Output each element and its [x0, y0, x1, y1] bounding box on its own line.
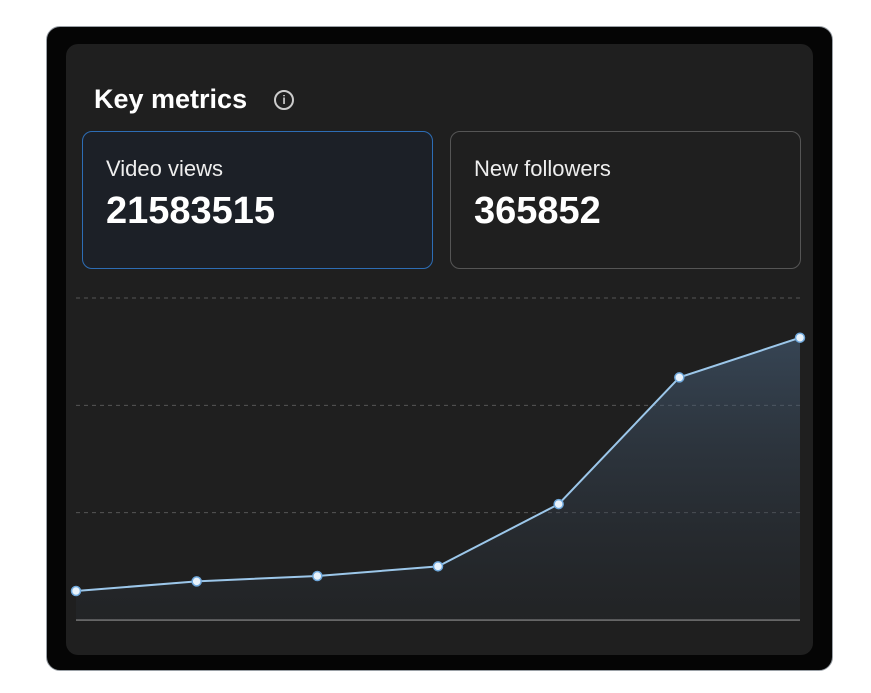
info-icon[interactable]: i	[274, 90, 294, 110]
point	[191, 576, 202, 587]
point	[674, 372, 685, 383]
metric-value: 21583515	[106, 190, 276, 232]
metric-card[interactable]: New followers 365852	[450, 131, 801, 269]
panel-title: Key metrics	[94, 84, 248, 114]
point	[794, 332, 806, 343]
metric-value: 365852	[474, 190, 601, 232]
metric-label: Video views	[106, 156, 223, 181]
point	[432, 561, 444, 572]
point	[70, 585, 82, 597]
area	[76, 337, 800, 620]
point	[553, 498, 564, 510]
metric-label: New followers	[474, 156, 611, 181]
point	[312, 570, 323, 582]
metric-card[interactable]: Video views 21583515	[82, 131, 433, 269]
